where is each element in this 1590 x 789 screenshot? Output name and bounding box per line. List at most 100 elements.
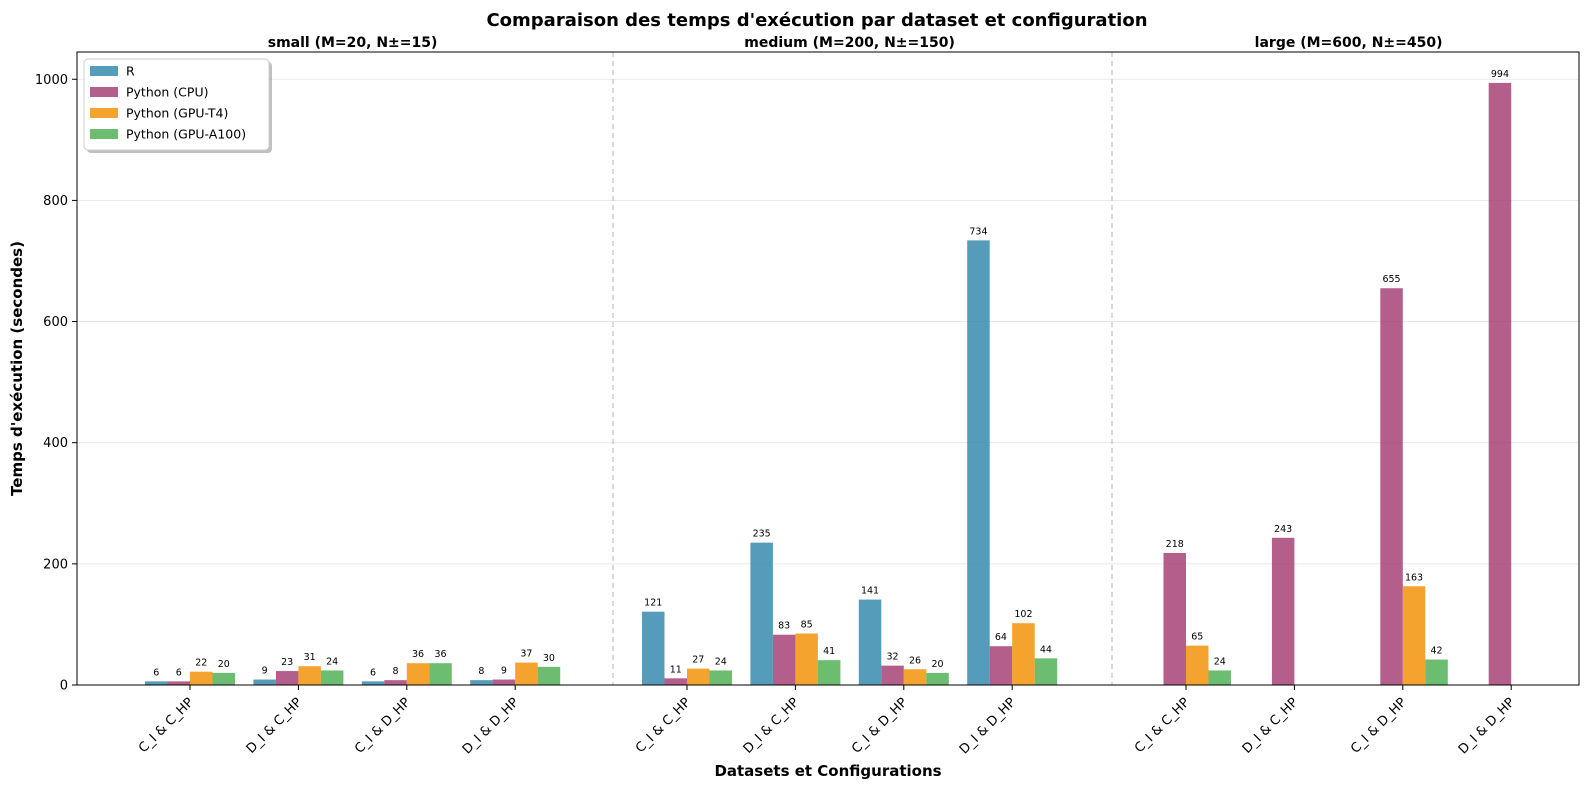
bar-value-label: 102	[1014, 609, 1032, 620]
bar	[881, 665, 904, 685]
bar-value-label: 24	[715, 656, 727, 667]
x-tick-label: D_I & D_HP	[1456, 695, 1518, 757]
bar	[1034, 658, 1058, 685]
x-axis-title: Datasets et Configurations	[714, 762, 941, 780]
bar-value-label: 42	[1431, 646, 1443, 657]
bar-value-label: 6	[370, 667, 376, 678]
bar	[190, 671, 213, 685]
bar	[1186, 645, 1209, 685]
bar	[384, 680, 407, 685]
bar-value-label: 11	[670, 664, 682, 675]
bar-value-label: 9	[501, 666, 507, 677]
bar	[212, 672, 235, 685]
bar-value-label: 8	[478, 666, 484, 677]
bar-value-label: 26	[909, 655, 921, 666]
x-tick-label: C_I & D_HP	[849, 695, 911, 757]
bars	[145, 82, 1512, 685]
bar	[1208, 670, 1231, 685]
bar-value-label: 44	[1040, 644, 1052, 655]
x-tick-label: D_I & C_HP	[1240, 695, 1302, 757]
bar-value-label: 243	[1274, 524, 1292, 535]
data-labels: 6 6 22 20 9 23 31 24 6 8 36 36 8 9 37 30 121 11 27 24 235 83 8…	[153, 69, 1509, 678]
bar	[642, 611, 665, 685]
bar-value-label: 37	[520, 649, 532, 660]
group-title: large (M=600, N±=450)	[1255, 35, 1443, 51]
bar	[537, 666, 561, 685]
bar	[1380, 288, 1403, 685]
bar	[167, 681, 190, 685]
bar	[1425, 659, 1448, 685]
bar	[361, 681, 385, 685]
bar	[750, 542, 773, 685]
legend-label: Python (GPU-T4)	[126, 106, 228, 121]
x-tick-label: C_I & D_HP	[1348, 695, 1410, 757]
bar	[687, 668, 710, 685]
y-tick-label: 400	[43, 436, 68, 451]
bar-value-label: 24	[1214, 656, 1226, 667]
bar	[1402, 586, 1426, 685]
x-tick-label: D_I & D_HP	[460, 695, 522, 757]
bar-value-label: 9	[262, 666, 268, 677]
chart-title: Comparaison des temps d'exécution par da…	[486, 10, 1147, 31]
legend-swatch	[90, 129, 118, 139]
bar-value-label: 36	[435, 649, 447, 660]
bar	[795, 633, 818, 685]
x-tick-label: C_I & C_HP	[136, 695, 197, 756]
bar	[926, 672, 949, 685]
y-axis: 0 200 400 600 800 1000	[35, 73, 77, 694]
bar	[1163, 552, 1186, 685]
bar-value-label: 85	[801, 620, 813, 631]
bar	[1012, 623, 1035, 685]
y-axis-title: Temps d'exécution (secondes)	[8, 241, 26, 496]
legend-label: Python (CPU)	[126, 85, 208, 100]
legend-swatch	[90, 87, 118, 97]
plot-frame	[76, 51, 1580, 686]
bar-value-label: 31	[304, 652, 316, 663]
x-tick-label: C_I & D_HP	[352, 695, 414, 757]
group-title: small (M=20, N±=15)	[268, 35, 438, 51]
bar-value-label: 30	[543, 653, 555, 664]
bar-value-label: 235	[753, 529, 771, 540]
bar-value-label: 22	[195, 658, 207, 669]
bar	[1271, 537, 1295, 685]
bar	[989, 646, 1013, 685]
bar	[145, 681, 168, 685]
bar	[320, 670, 344, 685]
bar	[492, 679, 516, 685]
bar-value-label: 163	[1405, 572, 1423, 583]
y-tick-label: 200	[43, 557, 68, 572]
bar-value-label: 64	[995, 632, 1007, 643]
bar	[298, 666, 321, 685]
legend: R Python (CPU) Python (GPU-T4) Python (GPU-…	[83, 58, 272, 153]
bar-value-label: 734	[969, 226, 987, 237]
x-tick-label: D_I & C_HP	[741, 695, 803, 757]
y-tick-label: 0	[60, 679, 68, 694]
bar-value-label: 65	[1191, 632, 1203, 643]
legend-swatch	[90, 66, 118, 76]
x-tick-label: C_I & C_HP	[1132, 695, 1193, 756]
legend-swatch	[90, 108, 118, 118]
bar	[858, 599, 882, 685]
y-tick-label: 600	[43, 315, 68, 330]
bar-value-label: 141	[861, 586, 879, 597]
bar-value-label: 20	[218, 659, 230, 670]
x-axis: C_I & C_HP D_I & C_HP C_I & D_HP D_I & D_HP…	[136, 685, 1518, 757]
bar-value-label: 36	[412, 649, 424, 660]
bar-value-label: 20	[932, 659, 944, 670]
bar	[664, 678, 687, 685]
grid-lines	[77, 78, 1579, 565]
bar-value-label: 27	[692, 655, 704, 666]
bar	[275, 671, 299, 685]
bar-value-label: 994	[1491, 69, 1509, 80]
bar-value-label: 655	[1382, 274, 1400, 285]
x-tick-label: D_I & C_HP	[244, 695, 306, 757]
bar-value-label: 83	[778, 621, 790, 632]
group-separators	[612, 52, 1113, 685]
bar	[406, 663, 430, 685]
bar-value-label: 6	[153, 667, 159, 678]
bar	[515, 662, 538, 685]
group-titles: small (M=20, N±=15) medium (M=200, N±=150…	[268, 35, 1443, 51]
bar	[967, 240, 990, 685]
bar	[772, 634, 796, 685]
